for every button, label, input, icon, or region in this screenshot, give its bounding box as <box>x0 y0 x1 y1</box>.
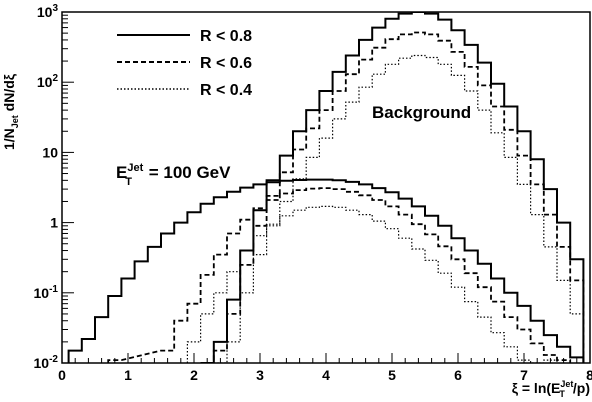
background-annotation: Background <box>372 103 471 122</box>
jet-energy-annotation: EJet T = 100 GeV <box>116 162 231 188</box>
series-jet-08 <box>67 178 585 363</box>
x-tick-label: 1 <box>124 367 132 383</box>
legend-label-r04: R < 0.4 <box>200 82 252 99</box>
y-tick-label: 10 <box>42 144 58 160</box>
series-jet-06 <box>107 187 572 363</box>
y-tick-label: 1 <box>50 215 58 231</box>
x-axis-label: ξ = ln(EJet T/p) <box>512 379 590 399</box>
x-tick-label: 6 <box>454 367 462 383</box>
x-tick-label: 7 <box>520 367 528 383</box>
y-tick-label: 102 <box>37 73 59 90</box>
series-background-08 <box>200 12 585 363</box>
y-tick-label: 103 <box>37 3 59 20</box>
y-tick-label: 10-2 <box>34 354 59 371</box>
legend-label-r08: R < 0.8 <box>200 28 252 45</box>
x-tick-label: 0 <box>58 367 66 383</box>
legend: R < 0.8 R < 0.6 R < 0.4 <box>117 28 252 99</box>
y-axis-label: 1/NJet dN/dξ <box>1 73 20 150</box>
x-tick-label: 3 <box>256 367 264 383</box>
x-tick-label: 2 <box>190 367 198 383</box>
x-tick-label: 5 <box>388 367 396 383</box>
axis-layer: 0 1 2 3 4 5 6 7 8 10-2 10-1 1 10 102 103 <box>34 3 592 383</box>
series-background-04 <box>213 54 584 363</box>
legend-label-r06: R < 0.6 <box>200 55 252 72</box>
series-jet-04 <box>186 205 558 363</box>
y-tick-label: 10-1 <box>34 284 59 301</box>
x-tick-label: 4 <box>322 367 330 383</box>
x-tick-label: 8 <box>586 367 592 383</box>
series-layer <box>67 12 585 363</box>
series-background-06 <box>200 31 585 363</box>
